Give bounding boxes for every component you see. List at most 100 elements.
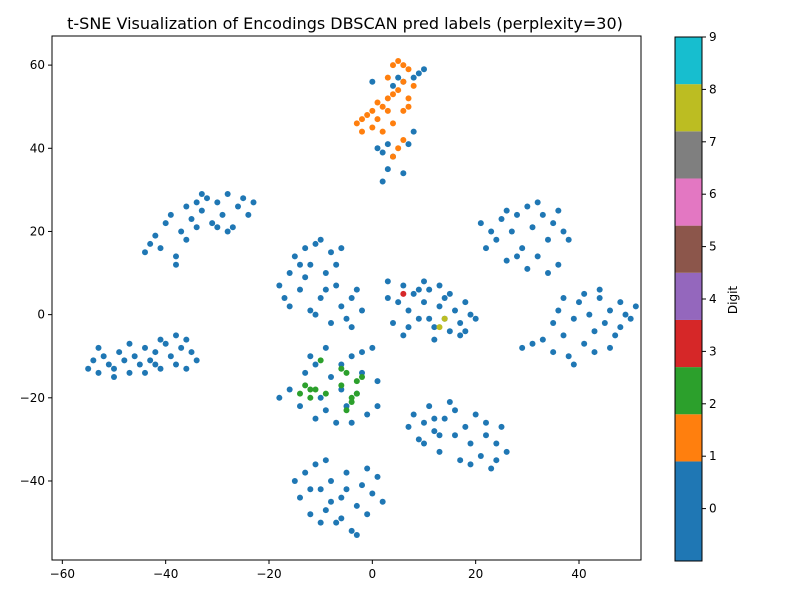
scatter-point — [555, 207, 562, 214]
scatter-point — [126, 369, 133, 376]
scatter-point — [343, 407, 350, 414]
scatter-point — [333, 261, 340, 268]
colorbar-tick-label: 4 — [709, 292, 717, 306]
y-tick-label: 60 — [30, 58, 45, 72]
scatter-point — [188, 349, 195, 356]
scatter-point — [307, 307, 314, 314]
scatter-point — [312, 311, 319, 318]
scatter-point — [162, 220, 169, 227]
scatter-point — [193, 224, 200, 231]
scatter-point — [343, 486, 350, 493]
colorbar-segment — [675, 178, 702, 226]
y-tick-label: 20 — [30, 224, 45, 238]
scatter-point — [328, 477, 334, 484]
colorbar-segment — [675, 461, 702, 561]
scatter-point — [457, 332, 464, 339]
y-tick-label: 40 — [30, 141, 45, 155]
scatter-point — [483, 245, 489, 252]
scatter-point — [607, 307, 613, 314]
scatter-point — [297, 403, 303, 410]
scatter-point — [555, 261, 562, 268]
scatter-point — [431, 415, 438, 422]
scatter-point — [431, 428, 438, 435]
scatter-point — [441, 315, 448, 322]
scatter-point — [333, 519, 340, 526]
scatter-point — [291, 477, 298, 484]
scatter-point — [173, 253, 179, 260]
scatter-point — [276, 282, 283, 289]
scatter-point — [183, 236, 190, 243]
colorbar-tick-label: 2 — [709, 397, 717, 411]
scatter-point — [560, 228, 567, 235]
scatter-point — [421, 299, 427, 306]
scatter-point — [333, 282, 340, 289]
scatter-point — [338, 386, 345, 393]
scatter-point — [302, 245, 309, 252]
scatter-point — [369, 107, 376, 114]
scatter-point — [173, 261, 179, 268]
scatter-point — [338, 361, 345, 368]
scatter-point — [322, 390, 329, 397]
scatter-point — [374, 403, 381, 410]
scatter-point — [529, 224, 536, 231]
scatter-point — [312, 240, 319, 247]
scatter-point — [565, 353, 572, 360]
scatter-point — [395, 87, 402, 94]
scatter-point — [467, 311, 474, 318]
scatter-point — [576, 299, 582, 306]
scatter-point — [379, 103, 386, 110]
scatter-point — [142, 344, 148, 351]
scatter-point — [312, 415, 319, 422]
scatter-point — [90, 357, 97, 364]
scatter-point — [219, 211, 226, 218]
colorbar-segment — [675, 272, 702, 320]
scatter-point — [322, 270, 329, 277]
scatter-point — [462, 299, 469, 306]
scatter-point — [415, 286, 422, 293]
scatter-point — [359, 374, 365, 381]
scatter-point — [410, 82, 417, 89]
scatter-point — [426, 286, 433, 293]
scatter-point — [524, 203, 531, 210]
scatter-point — [384, 141, 391, 148]
scatter-point — [276, 394, 283, 401]
scatter-point — [157, 245, 164, 252]
scatter-point — [353, 390, 360, 397]
scatter-point — [390, 120, 396, 127]
scatter-point — [364, 465, 371, 472]
scatter-point — [359, 369, 365, 376]
colorbar-segment — [675, 84, 702, 132]
scatter-point — [317, 486, 324, 493]
scatter-point — [307, 353, 314, 360]
scatter-point — [415, 70, 422, 77]
scatter-point — [369, 124, 376, 131]
scatter-point — [286, 386, 293, 393]
scatter-point — [312, 361, 319, 368]
scatter-point — [126, 340, 133, 347]
scatter-point — [441, 415, 448, 422]
scatter-point — [374, 145, 381, 152]
scatter-point — [131, 353, 138, 360]
scatter-point — [395, 74, 402, 81]
scatter-point — [152, 232, 159, 239]
scatter-point — [312, 461, 319, 468]
colorbar-segment — [675, 319, 702, 368]
scatter-point — [617, 299, 624, 306]
scatter-point — [121, 357, 128, 364]
x-tick-label: 40 — [571, 567, 586, 581]
scatter-point — [493, 440, 500, 447]
plot-area-frame — [51, 35, 642, 561]
scatter-point — [421, 66, 427, 73]
scatter-point — [607, 344, 613, 351]
scatter-point — [348, 295, 355, 301]
scatter-point — [390, 91, 396, 98]
scatter-point — [519, 245, 526, 252]
scatter-point — [353, 286, 360, 293]
scatter-point — [286, 270, 293, 277]
scatter-point — [322, 407, 329, 414]
colorbar: 0 1 2 3 4 5 6 7 8 9 — [674, 30, 717, 562]
scatter-point — [446, 328, 453, 335]
scatter-point — [410, 128, 417, 135]
scatter-point — [147, 357, 154, 364]
scatter-point — [632, 303, 639, 310]
